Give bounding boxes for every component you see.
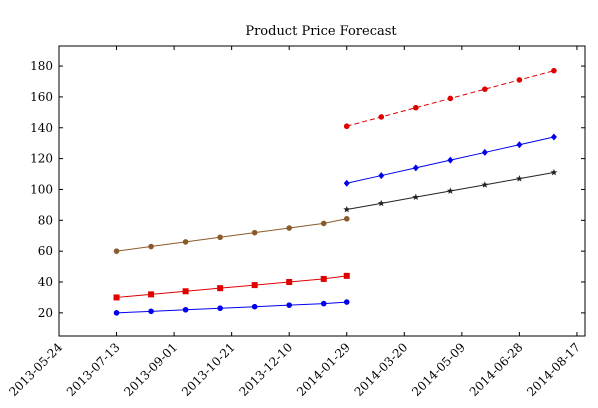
y-axis: 20 40 60 80 100 120 140 160 180 — [30, 59, 585, 320]
y-tick-label: 80 — [38, 213, 53, 227]
data-point — [481, 181, 489, 188]
data-point — [182, 239, 189, 245]
data-point — [343, 215, 350, 222]
data-point — [482, 86, 488, 92]
data-point — [551, 67, 557, 74]
data-point — [413, 104, 419, 111]
series-6 — [343, 168, 558, 213]
y-tick-label: 120 — [30, 152, 53, 166]
data-point — [447, 95, 454, 102]
series-5 — [343, 133, 557, 187]
x-tick-label: 2013-09-01 — [121, 340, 180, 399]
x-tick-label: 2014-06-28 — [467, 340, 526, 399]
data-point — [113, 294, 120, 301]
data-point — [343, 179, 350, 187]
series-3 — [113, 299, 350, 316]
x-tick-label: 2013-07-13 — [64, 340, 123, 399]
plot-area-frame — [58, 45, 586, 337]
y-tick-label: 160 — [30, 90, 53, 104]
y-tick-label: 60 — [38, 244, 53, 258]
data-point — [377, 199, 385, 207]
data-point — [251, 303, 258, 310]
data-point — [343, 272, 350, 279]
data-point — [516, 141, 523, 149]
series-layer — [113, 67, 558, 316]
x-axis: 2013-05-242013-07-132013-09-012013-10-21… — [6, 46, 583, 399]
data-point — [320, 300, 327, 307]
series-line — [116, 275, 347, 298]
data-point — [550, 168, 558, 176]
data-point — [412, 164, 419, 172]
x-tick-label: 2013-05-24 — [6, 340, 65, 399]
data-point — [550, 133, 557, 141]
data-point — [378, 172, 385, 180]
y-tick-label: 100 — [30, 182, 53, 196]
series-line — [116, 301, 347, 314]
series-line — [116, 218, 347, 252]
data-point — [251, 229, 258, 236]
chart-title: Product Price Forecast — [245, 24, 397, 39]
data-point — [446, 187, 454, 194]
data-point — [343, 205, 351, 213]
data-point — [217, 285, 224, 292]
data-point — [378, 114, 385, 120]
data-point — [113, 310, 120, 316]
data-point — [515, 175, 523, 182]
data-point — [447, 156, 454, 164]
data-point — [320, 275, 327, 282]
data-point — [320, 220, 327, 227]
data-point — [148, 243, 154, 250]
data-point — [481, 148, 488, 156]
y-tick-label: 140 — [30, 121, 53, 135]
data-point — [412, 193, 420, 201]
data-point — [113, 248, 120, 254]
data-point — [182, 306, 189, 313]
data-point — [148, 291, 155, 298]
data-point — [217, 234, 223, 241]
data-point — [251, 282, 258, 289]
data-point — [182, 288, 189, 295]
data-point — [286, 225, 292, 231]
x-tick-label: 2014-08-17 — [524, 340, 583, 399]
data-point — [516, 77, 523, 83]
x-tick-label: 2014-05-09 — [409, 340, 468, 399]
data-point — [343, 299, 350, 305]
y-tick-label: 20 — [38, 306, 53, 320]
y-tick-label: 180 — [30, 59, 53, 73]
x-tick-label: 2013-12-10 — [236, 340, 295, 399]
series-2 — [113, 272, 350, 301]
data-point — [343, 123, 350, 130]
x-tick-label: 2014-03-20 — [352, 340, 411, 399]
x-tick-label: 2014-01-29 — [294, 340, 353, 399]
data-point — [286, 279, 293, 286]
data-point — [148, 308, 154, 315]
x-tick-label: 2013-10-21 — [179, 340, 238, 399]
data-point — [217, 305, 223, 312]
data-point — [286, 302, 292, 308]
y-tick-label: 40 — [38, 275, 53, 289]
series-4 — [343, 67, 557, 130]
series-1 — [113, 215, 350, 254]
